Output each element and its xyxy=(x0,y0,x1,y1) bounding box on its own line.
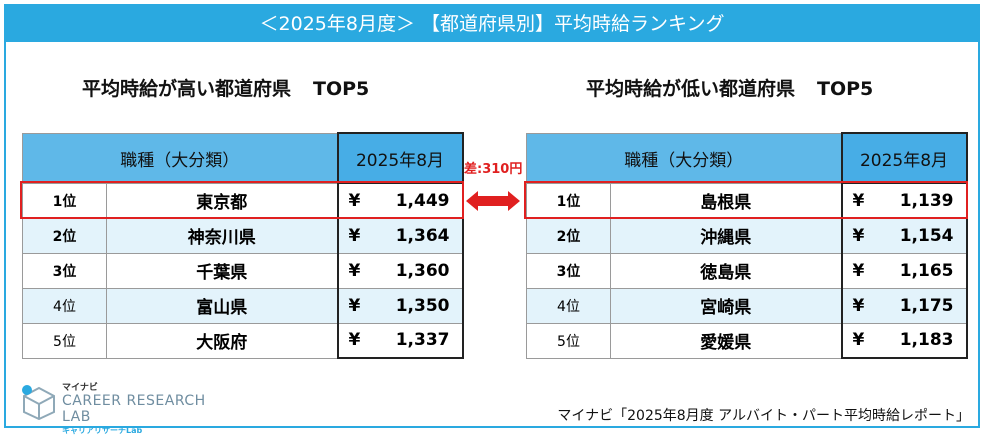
rank-cell: 4位 xyxy=(526,287,611,324)
rank-cell: 4位 xyxy=(22,287,107,324)
wage-cell: ¥1,350 xyxy=(336,287,464,324)
table-row: 1位 島根県 ¥1,139 xyxy=(526,182,968,219)
prefecture-cell: 沖縄県 xyxy=(610,217,842,254)
table-row: 3位 徳島県 ¥1,165 xyxy=(526,252,968,289)
wage-value: 1,360 xyxy=(395,260,450,281)
prefecture-cell: 島根県 xyxy=(610,182,842,219)
high-wage-table: 職種（大分類） 2025年8月 1位 東京都 ¥1,449 2位 神奈川県 ¥1,364 3… xyxy=(22,132,464,359)
currency-symbol: ¥ xyxy=(348,330,361,351)
low-title-text: 平均時給が低い都道府県 xyxy=(586,78,796,100)
logo-line1: CAREER RESEARCH xyxy=(62,393,206,409)
wage-cell: ¥1,364 xyxy=(336,217,464,254)
wage-value: 1,350 xyxy=(395,295,450,316)
logo-text: マイナビ CAREER RESEARCH LAB キャリアリサーチLab xyxy=(62,380,206,436)
currency-symbol: ¥ xyxy=(852,330,865,351)
prefecture-cell: 千葉県 xyxy=(106,252,338,289)
table-row: 2位 沖縄県 ¥1,154 xyxy=(526,217,968,254)
difference-label: 差:310円 xyxy=(464,162,523,177)
table-row: 4位 宮崎県 ¥1,175 xyxy=(526,287,968,324)
currency-symbol: ¥ xyxy=(852,260,865,281)
high-title-suffix: TOP5 xyxy=(313,78,370,100)
table-row: 3位 千葉県 ¥1,360 xyxy=(22,252,464,289)
table-row: 1位 東京都 ¥1,449 xyxy=(22,182,464,219)
low-title-suffix: TOP5 xyxy=(817,78,874,100)
wage-cell: ¥1,337 xyxy=(336,322,464,359)
wage-value: 1,337 xyxy=(395,330,450,351)
rank-cell: 2位 xyxy=(526,217,611,254)
logo-sub: キャリアリサーチLab xyxy=(62,426,143,435)
header-period: 2025年8月 xyxy=(336,132,464,184)
table-row: 5位 愛媛県 ¥1,183 xyxy=(526,322,968,359)
table-row: 4位 富山県 ¥1,350 xyxy=(22,287,464,324)
wage-cell: ¥1,165 xyxy=(840,252,968,289)
wage-cell: ¥1,139 xyxy=(840,182,968,219)
wage-value: 1,183 xyxy=(899,330,954,351)
table-row: 5位 大阪府 ¥1,337 xyxy=(22,322,464,359)
currency-symbol: ¥ xyxy=(852,190,865,211)
low-table-title: 平均時給が低い都道府県 TOP5 xyxy=(586,74,873,101)
table-row: 2位 神奈川県 ¥1,364 xyxy=(22,217,464,254)
wage-value: 1,139 xyxy=(899,190,954,211)
logo-brand: マイナビ xyxy=(62,383,98,393)
prefecture-cell: 神奈川県 xyxy=(106,217,338,254)
currency-symbol: ¥ xyxy=(852,225,865,246)
wage-value: 1,449 xyxy=(395,190,450,211)
high-table-title: 平均時給が高い都道府県 TOP5 xyxy=(82,74,369,101)
rank-cell: 5位 xyxy=(526,322,611,359)
infographic-frame: ＜2025年8月度＞ 【都道府県別】平均時給ランキング xyxy=(4,4,980,428)
wage-value: 1,165 xyxy=(899,260,954,281)
rank-cell: 1位 xyxy=(22,182,107,219)
rank-cell: 3位 xyxy=(22,252,107,289)
prefecture-cell: 大阪府 xyxy=(106,322,338,359)
prefecture-cell: 富山県 xyxy=(106,287,338,324)
source-note: マイナビ「2025年8月度 アルバイト・パート平均時給レポート」 xyxy=(557,408,970,424)
career-research-lab-logo-icon xyxy=(22,385,55,420)
prefecture-cell: 宮崎県 xyxy=(610,287,842,324)
logo-line2: LAB xyxy=(62,409,91,425)
wage-value: 1,364 xyxy=(395,225,450,246)
rank-cell: 3位 xyxy=(526,252,611,289)
currency-symbol: ¥ xyxy=(348,190,361,211)
double-arrow-icon xyxy=(466,191,520,211)
high-title-text: 平均時給が高い都道府県 xyxy=(82,78,292,100)
wage-value: 1,154 xyxy=(899,225,954,246)
prefecture-cell: 徳島県 xyxy=(610,252,842,289)
header-category: 職種（大分類） xyxy=(526,132,842,184)
header-category: 職種（大分類） xyxy=(22,132,338,184)
rank-cell: 2位 xyxy=(22,217,107,254)
prefecture-cell: 東京都 xyxy=(106,182,338,219)
wage-cell: ¥1,449 xyxy=(336,182,464,219)
wage-cell: ¥1,175 xyxy=(840,287,968,324)
prefecture-cell: 愛媛県 xyxy=(610,322,842,359)
header-period: 2025年8月 xyxy=(840,132,968,184)
low-wage-table: 職種（大分類） 2025年8月 1位 島根県 ¥1,139 2位 沖縄県 ¥1,154 3位… xyxy=(526,132,968,359)
wage-cell: ¥1,360 xyxy=(336,252,464,289)
currency-symbol: ¥ xyxy=(348,295,361,316)
wage-cell: ¥1,183 xyxy=(840,322,968,359)
currency-symbol: ¥ xyxy=(852,295,865,316)
rank-cell: 5位 xyxy=(22,322,107,359)
rank-cell: 1位 xyxy=(526,182,611,219)
currency-symbol: ¥ xyxy=(348,260,361,281)
wage-value: 1,175 xyxy=(899,295,954,316)
currency-symbol: ¥ xyxy=(348,225,361,246)
wage-cell: ¥1,154 xyxy=(840,217,968,254)
banner-title: ＜2025年8月度＞ 【都道府県別】平均時給ランキング xyxy=(6,6,978,42)
